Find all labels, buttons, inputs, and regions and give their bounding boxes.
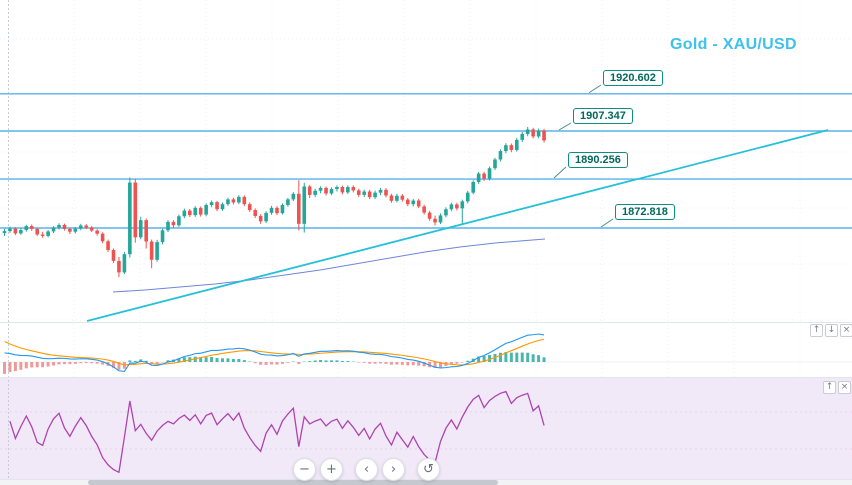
symbol-title: Gold - XAU/USD [670,36,797,53]
price-level-label[interactable]: 1872.818 [615,204,675,220]
horizontal-scrollbar-thumb[interactable] [88,480,498,485]
moving-average-line [112,238,546,293]
scroll-right-button[interactable]: › [382,458,405,481]
price-level-label[interactable]: 1890.256 [568,152,628,168]
oscillator-pane-controls: ↑ × [823,381,851,394]
oscillator-pane-close-button[interactable]: × [838,381,851,394]
price-level-label[interactable]: 1920.602 [603,70,663,86]
level-label-connector [558,122,572,131]
level-label-connector [600,218,614,228]
scroll-left-button[interactable]: ‹ [355,458,378,481]
macd-signal-line [4,338,545,366]
chart-nav-controls: − + ‹ › ↺ [293,458,440,481]
zoom-in-button[interactable]: + [320,458,343,481]
trend-line[interactable] [86,129,829,322]
macd-pane-close-button[interactable]: × [840,324,852,337]
level-label-connector [588,84,602,94]
candles-layer [2,126,546,278]
macd-line [4,333,545,372]
oscillator-pane-move-up-button[interactable]: ↑ [823,381,836,394]
level-label-connector [553,166,567,179]
oscillator-line [9,390,545,474]
horizontal-scrollbar-track[interactable] [0,480,852,485]
macd-pane-controls: ↑ ↓ × [810,324,852,337]
reset-chart-button[interactable]: ↺ [417,458,440,481]
macd-pane-move-down-button[interactable]: ↓ [825,324,838,337]
zoom-out-button[interactable]: − [293,458,316,481]
price-level-label[interactable]: 1907.347 [573,108,633,124]
macd-pane-move-up-button[interactable]: ↑ [810,324,823,337]
